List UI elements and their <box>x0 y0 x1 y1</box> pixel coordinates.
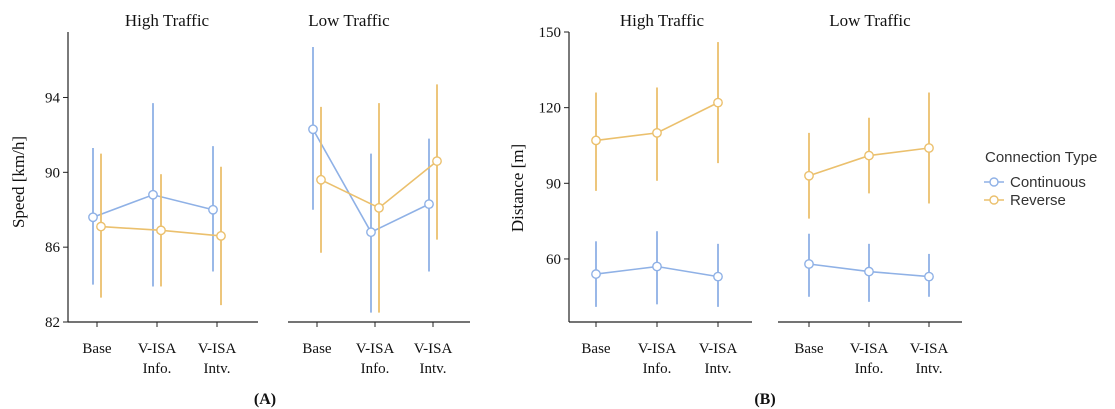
y-tick-label: 60 <box>546 252 561 268</box>
panel-b: Distance [m] High Traffic Low Traffic 60… <box>508 11 962 408</box>
reverse-mean-point <box>374 202 384 213</box>
legend-label: Reverse <box>1010 192 1066 209</box>
panel-b-y-ticks: 60 90 120 150 <box>539 25 569 268</box>
legend: Connection Type Continuous Reverse <box>984 149 1097 209</box>
continuous-mean-point <box>88 212 98 223</box>
x-tick-label: Intv. <box>204 361 231 377</box>
reverse-mean-point <box>864 150 874 161</box>
x-tick-label: Base <box>302 341 332 357</box>
x-tick-label: Intv. <box>705 361 732 377</box>
x-tick-label: Base <box>581 341 611 357</box>
continuous-mean-point <box>864 266 874 277</box>
facet-title-a-high: High Traffic <box>125 11 210 30</box>
x-tick-label: Info. <box>143 361 172 377</box>
y-tick-label: 86 <box>45 240 61 256</box>
reverse-mean-point <box>591 135 601 146</box>
x-tick-label: Intv. <box>420 361 447 377</box>
facet-b-high-marks <box>591 42 723 307</box>
facet-title-b-high: High Traffic <box>620 11 705 30</box>
reverse-mean-point <box>96 221 106 232</box>
panel-b-x-ticks: Base V-ISA Info. V-ISA Intv. Base V-ISA Info. V-… <box>581 322 948 377</box>
facet-a-low-marks <box>308 46 442 313</box>
facet-title-a-low: Low Traffic <box>308 11 390 30</box>
y-tick-label: 82 <box>45 315 60 331</box>
continuous-mean-point <box>924 271 934 282</box>
continuous-mean-point <box>652 261 662 272</box>
reverse-mean-point <box>316 174 326 185</box>
continuous-mean-point <box>591 269 601 279</box>
y-tick-label: 90 <box>45 165 60 181</box>
continuous-mean-point <box>208 204 218 215</box>
y-tick-label: 150 <box>539 25 562 41</box>
continuous-mean-point <box>308 124 318 135</box>
y-tick-label: 90 <box>546 176 561 192</box>
x-tick-label: V-ISA <box>850 341 889 357</box>
reverse-mean-point <box>432 156 442 166</box>
reverse-mean-point <box>924 143 934 153</box>
y-tick-label: 94 <box>45 90 61 106</box>
legend-item-continuous: Continuous <box>984 174 1086 191</box>
reverse-mean-point <box>713 97 723 108</box>
x-tick-label: V-ISA <box>638 341 677 357</box>
reverse-mean-point <box>804 170 814 181</box>
facet-title-b-low: Low Traffic <box>829 11 911 30</box>
continuous-mean-point <box>366 227 376 238</box>
panel-b-ylabel: Distance [m] <box>508 144 527 232</box>
legend-swatch-marker <box>989 195 999 205</box>
y-tick-label: 120 <box>539 101 562 117</box>
reverse-mean-point <box>156 225 166 236</box>
x-tick-label: V-ISA <box>138 341 177 357</box>
facet-a-high-marks <box>88 103 226 306</box>
legend-label: Continuous <box>1010 174 1086 191</box>
reverse-mean-point <box>216 231 226 241</box>
x-tick-label: Base <box>794 341 824 357</box>
reverse-mean-point <box>652 127 662 138</box>
legend-item-reverse: Reverse <box>984 192 1066 209</box>
continuous-mean-point <box>713 271 723 282</box>
legend-swatch-marker <box>989 177 999 187</box>
panel-a: Speed [km/h] High Traffic Low Traffic 82… <box>9 11 470 408</box>
facet-b-low-marks <box>804 92 934 302</box>
x-tick-label: Intv. <box>916 361 943 377</box>
x-tick-label: V-ISA <box>699 341 738 357</box>
legend-title: Connection Type <box>985 149 1097 166</box>
x-tick-label: Info. <box>361 361 390 377</box>
continuous-mean-point <box>148 189 158 200</box>
x-tick-label: V-ISA <box>356 341 395 357</box>
panel-label-a: (A) <box>254 391 276 408</box>
x-tick-label: V-ISA <box>198 341 237 357</box>
x-tick-label: Info. <box>643 361 672 377</box>
panel-a-ylabel: Speed [km/h] <box>9 136 28 228</box>
panel-a-y-ticks: 82 86 90 94 <box>45 90 68 331</box>
panel-label-b: (B) <box>754 391 775 408</box>
x-tick-label: Info. <box>855 361 884 377</box>
continuous-mean-point <box>424 199 434 210</box>
continuous-mean-point <box>804 259 814 269</box>
panel-a-x-ticks: Base V-ISA Info. V-ISA Intv. Base V-ISA Info. V-… <box>82 322 452 377</box>
x-tick-label: Base <box>82 341 112 357</box>
x-tick-label: V-ISA <box>910 341 949 357</box>
x-tick-label: V-ISA <box>414 341 453 357</box>
